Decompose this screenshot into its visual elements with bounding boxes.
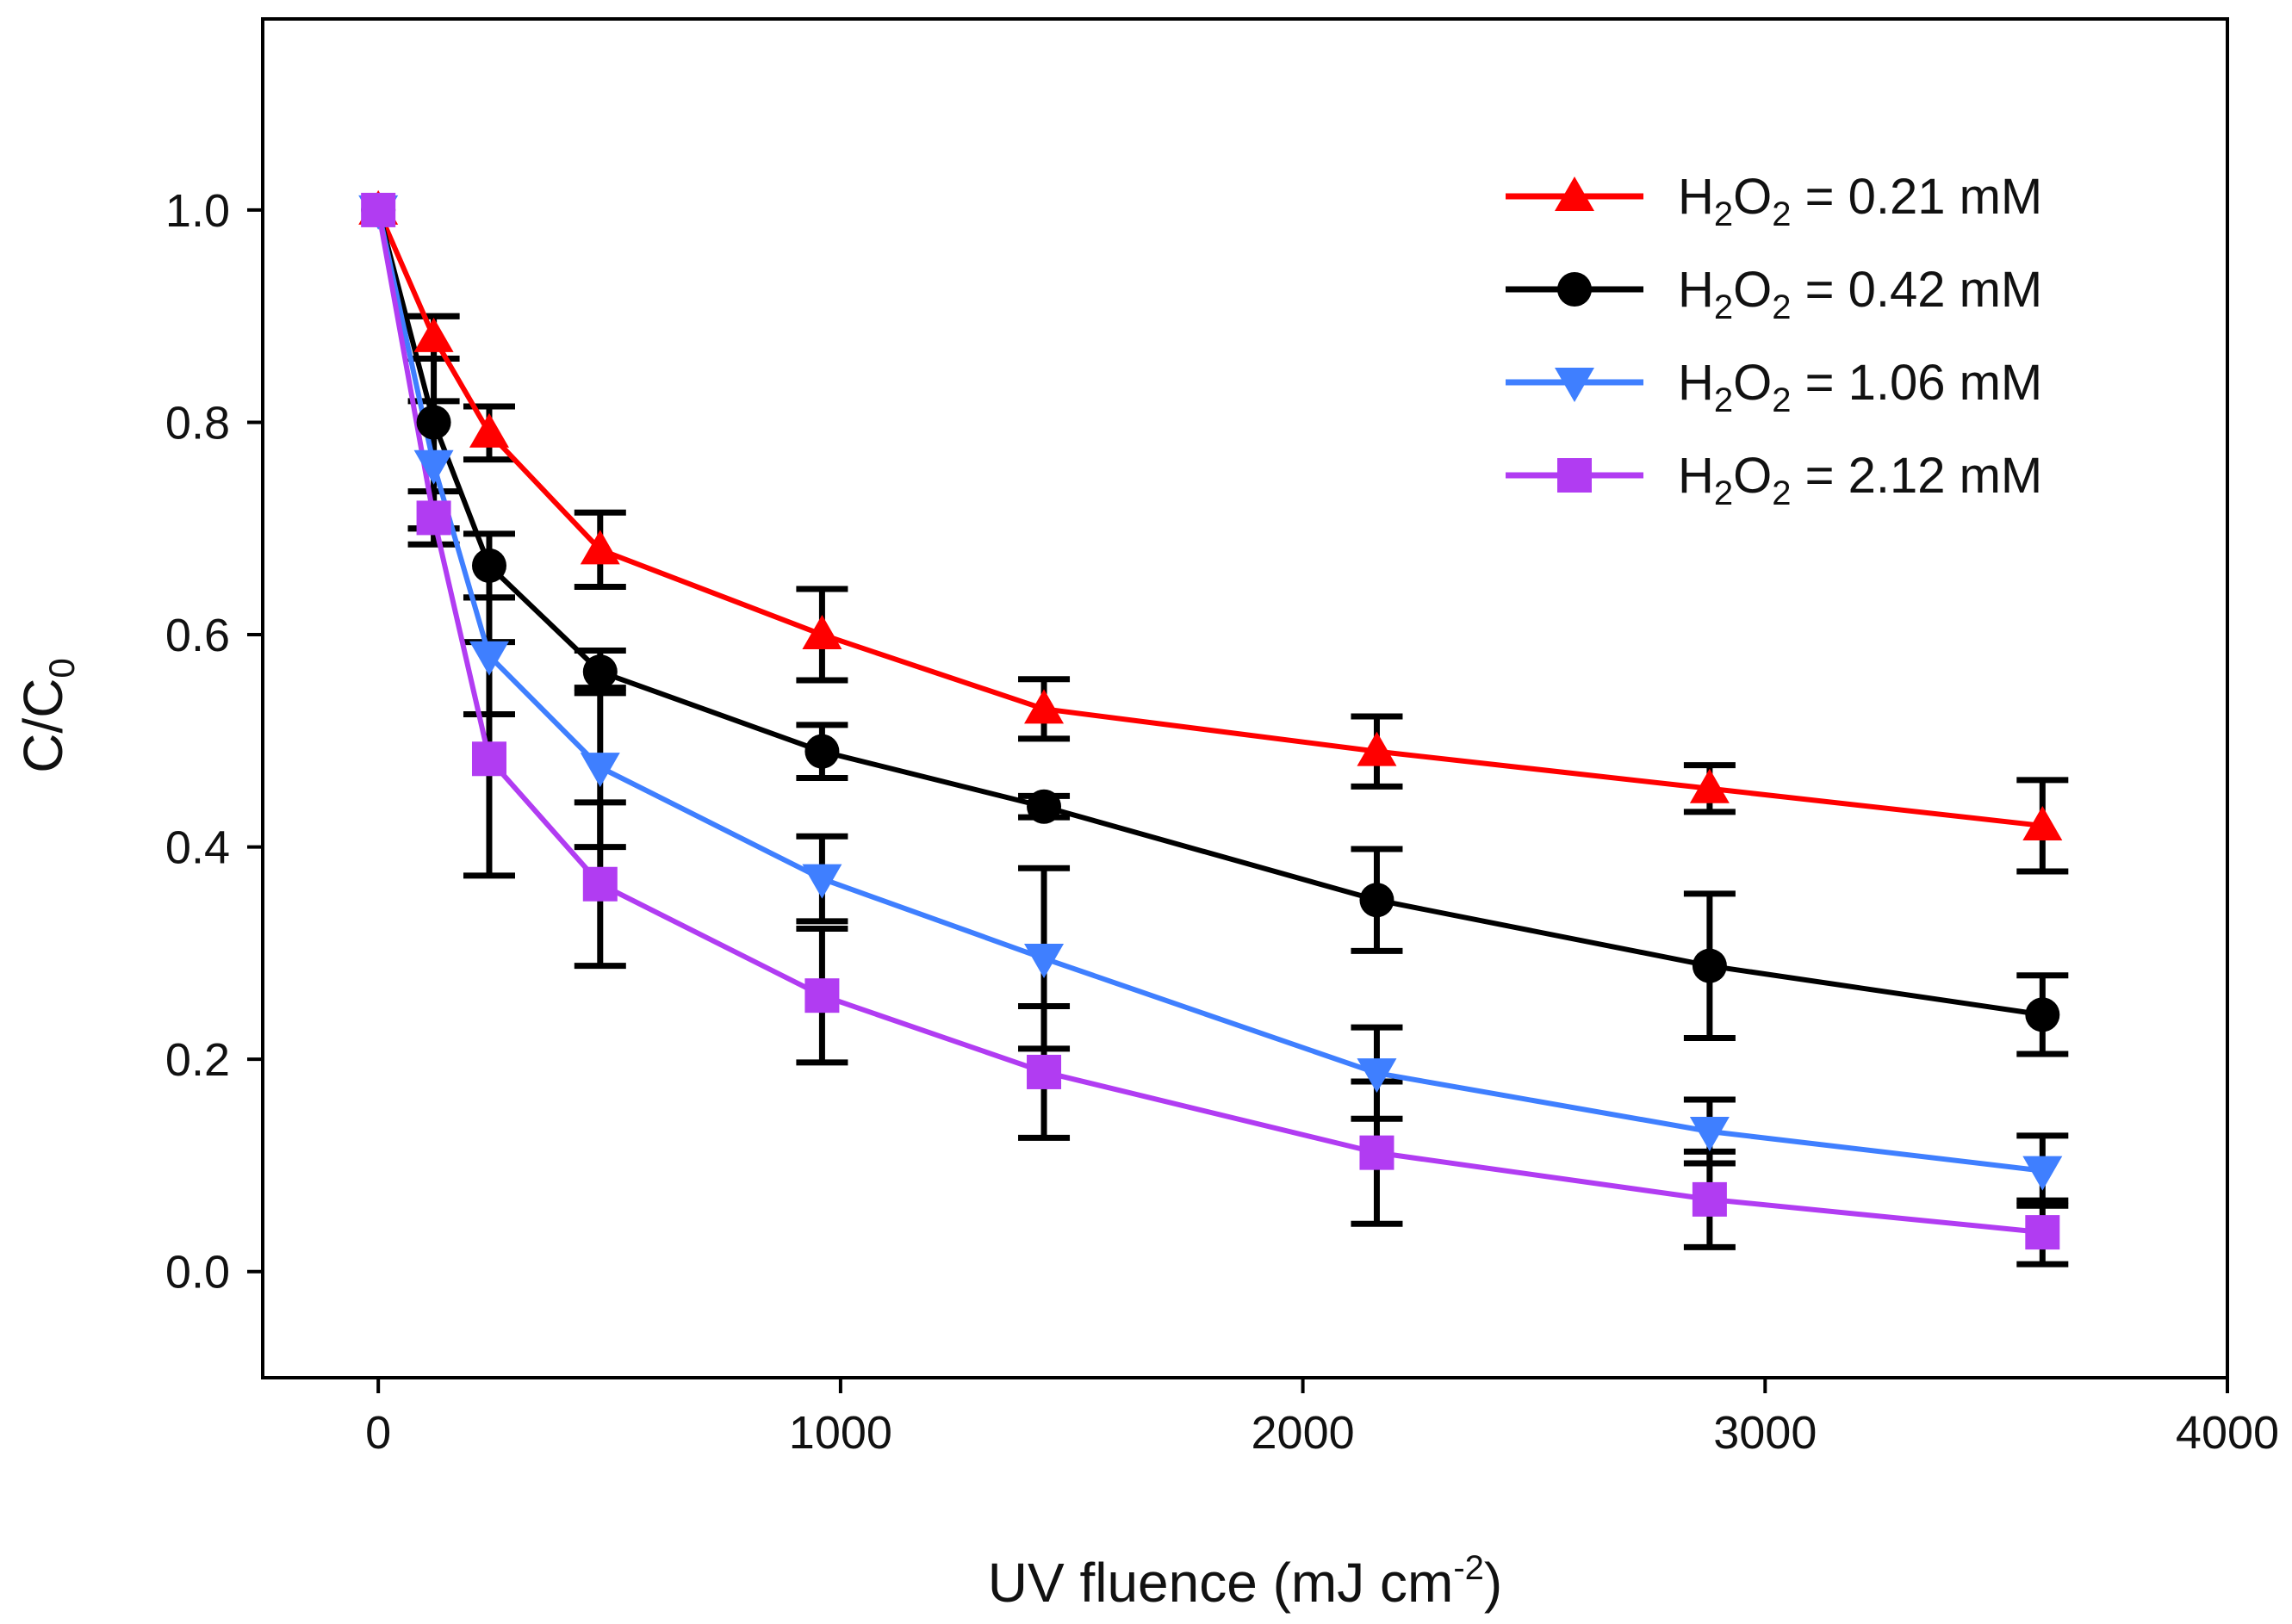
data-point-4 xyxy=(1027,1054,1062,1089)
data-point-2 xyxy=(804,734,840,769)
data-point-2 xyxy=(471,548,506,583)
data-point-4 xyxy=(804,978,840,1013)
data-point-1 xyxy=(802,615,842,650)
data-point-2 xyxy=(1692,948,1727,983)
data-point-4 xyxy=(2025,1215,2060,1250)
legend-entry-3: H2O2 = 1.06 mM xyxy=(1506,355,2042,419)
legend-label-part: O xyxy=(1733,355,1772,411)
legend-label-part: 2 xyxy=(1772,381,1791,419)
legend-entry-1: H2O2 = 0.21 mM xyxy=(1506,169,2042,233)
legend-label: H2O2 = 2.12 mM xyxy=(1678,448,2042,512)
legend-label-part: 2 xyxy=(1714,474,1733,512)
data-point-4 xyxy=(416,500,451,536)
data-point-4 xyxy=(1692,1181,1727,1217)
legend-marker xyxy=(1555,368,1594,402)
y-tick-label: 0.4 xyxy=(165,822,230,874)
data-point-2 xyxy=(1359,883,1394,918)
legend-label-part: = 1.06 mM xyxy=(1792,355,2043,411)
y-tick-label: 0.2 xyxy=(165,1034,230,1086)
data-point-2 xyxy=(2025,997,2060,1032)
y-axis-title-subscript: 0 xyxy=(41,658,82,678)
data-point-1 xyxy=(413,317,454,352)
data-point-4 xyxy=(582,866,618,902)
data-point-1 xyxy=(1357,731,1397,766)
plot-frame xyxy=(261,17,2229,1379)
y-tick-label: 0.0 xyxy=(165,1247,230,1299)
y-tick-label: 0.8 xyxy=(165,397,230,449)
legend-label-part: O xyxy=(1733,169,1772,225)
legend-label-part: H xyxy=(1678,262,1714,318)
x-tick-label: 2000 xyxy=(1252,1407,1355,1459)
markers-layer xyxy=(358,189,2063,1250)
y-axis-title-main: C/C xyxy=(12,679,74,773)
data-point-3 xyxy=(802,864,842,899)
y-tick-label: 0.6 xyxy=(165,610,230,661)
x-tick-label: 1000 xyxy=(789,1407,892,1459)
data-point-3 xyxy=(1689,1116,1730,1151)
legend-label-part: H xyxy=(1678,448,1714,504)
data-point-3 xyxy=(2022,1156,2063,1191)
legend-label-part: = 2.12 mM xyxy=(1792,448,2043,504)
series-line-2 xyxy=(376,209,2043,1018)
legend-marker xyxy=(1557,272,1592,307)
legend-marker xyxy=(1555,177,1594,211)
legend-label-part: 2 xyxy=(1714,381,1733,419)
data-point-3 xyxy=(580,753,620,788)
legend-marker xyxy=(1557,458,1592,493)
data-point-2 xyxy=(416,405,451,440)
legend-label-part: 2 xyxy=(1714,195,1733,233)
legend-label-part: O xyxy=(1733,448,1772,504)
legend-label-part: = 0.42 mM xyxy=(1792,262,2043,318)
y-tick-label: 1.0 xyxy=(165,185,230,237)
data-point-1 xyxy=(2022,805,2063,840)
legend-label: H2O2 = 1.06 mM xyxy=(1678,355,2042,419)
x-axis-title-close: ) xyxy=(1484,1552,1502,1614)
legend-label-part: = 0.21 mM xyxy=(1792,169,2043,225)
data-point-2 xyxy=(1027,789,1062,824)
x-tick-label: 3000 xyxy=(1713,1407,1817,1459)
data-point-1 xyxy=(580,530,620,565)
data-point-2 xyxy=(582,654,618,690)
data-point-3 xyxy=(469,641,509,676)
y-axis-title: C/C0 xyxy=(12,658,82,773)
legend-label-part: 2 xyxy=(1714,288,1733,326)
legend-label: H2O2 = 0.21 mM xyxy=(1678,169,2042,233)
data-point-3 xyxy=(1024,944,1065,979)
x-axis-title: UV fluence (mJ cm-2) xyxy=(988,1549,1502,1614)
legend-label-part: O xyxy=(1733,262,1772,318)
axes-layer: 0 1000 2000 3000 4000 0.0 0.2 0.4 0.6 0.8 1.0 xyxy=(165,185,2279,1459)
data-point-3 xyxy=(413,449,454,485)
x-tick-label: 4000 xyxy=(2176,1407,2279,1459)
data-point-4 xyxy=(361,192,396,227)
x-axis-title-main: UV fluence (mJ cm xyxy=(988,1552,1454,1614)
data-point-1 xyxy=(1024,689,1065,724)
legend-label-part: H xyxy=(1678,169,1714,225)
data-point-4 xyxy=(1359,1135,1394,1170)
legend-label-part: 2 xyxy=(1772,195,1791,233)
legend-label: H2O2 = 0.42 mM xyxy=(1678,262,2042,326)
x-tick-label: 0 xyxy=(365,1407,391,1459)
legend-label-part: 2 xyxy=(1772,474,1791,512)
x-axis-title-superscript: -2 xyxy=(1453,1549,1484,1587)
data-point-1 xyxy=(1689,768,1730,803)
legend-entry-4: H2O2 = 2.12 mM xyxy=(1506,448,2042,512)
data-point-3 xyxy=(1357,1058,1397,1094)
legend-label-part: H xyxy=(1678,355,1714,411)
data-point-1 xyxy=(469,412,509,448)
legend-entry-2: H2O2 = 0.42 mM xyxy=(1506,262,2042,326)
legend-label-part: 2 xyxy=(1772,288,1791,326)
data-point-4 xyxy=(471,741,506,777)
